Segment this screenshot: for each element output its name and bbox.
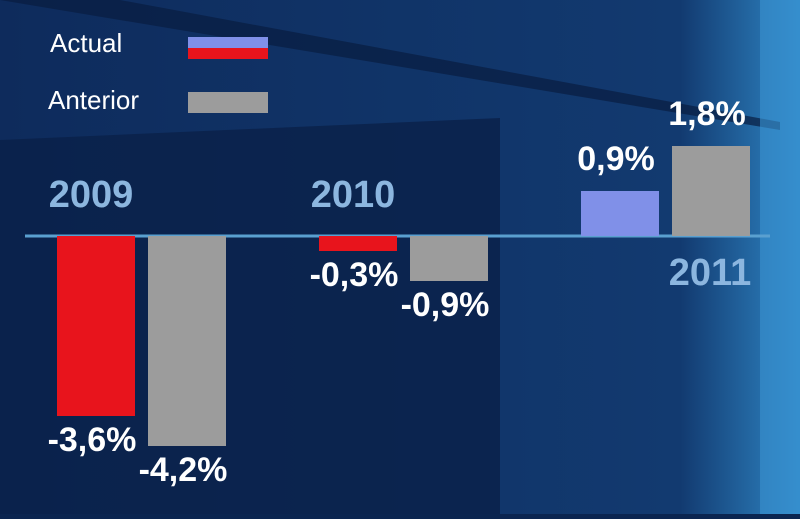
x-tick-label: 2009 [49,174,134,216]
bar [581,191,659,236]
x-tick-label: 2010 [311,174,396,216]
bar [410,236,488,281]
legend-swatch [188,48,268,59]
bar [57,236,135,416]
bar [319,236,397,251]
value-label: -4,2% [139,451,228,489]
stripe [0,0,780,130]
bar [672,146,750,236]
value-label: 1,8% [668,95,746,133]
value-label: -0,3% [310,256,399,294]
legend-swatch [188,37,268,48]
side-band [760,0,800,514]
value-label: -0,9% [401,286,490,324]
value-label: -3,6% [48,421,137,459]
legend-label: Actual [50,28,122,58]
bar [148,236,226,446]
value-label: 0,9% [577,140,655,178]
x-tick-label: 2011 [669,252,751,294]
legend-swatch [188,92,268,113]
legend-label: Anterior [48,85,139,115]
